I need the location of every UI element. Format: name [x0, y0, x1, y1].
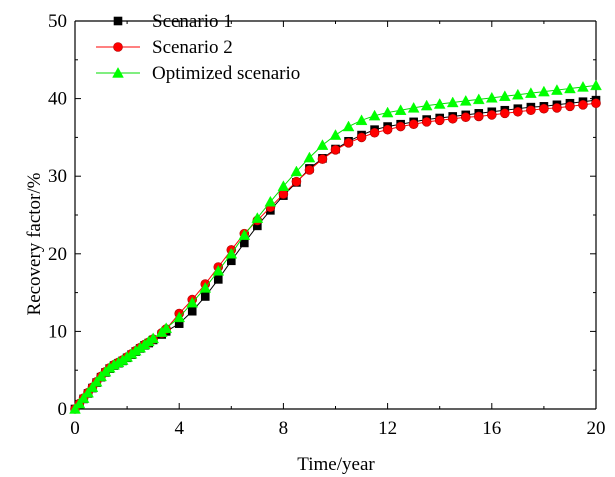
data-point — [500, 108, 510, 119]
data-point — [342, 120, 355, 132]
y-tick-label: 10 — [48, 321, 67, 342]
data-point — [277, 180, 290, 191]
data-point — [433, 98, 446, 109]
series-3 — [69, 79, 602, 414]
data-point — [355, 114, 368, 126]
data-point — [86, 381, 99, 392]
data-point — [147, 332, 159, 344]
data-point — [369, 127, 380, 138]
data-point — [498, 90, 511, 101]
x-tick-label: 4 — [174, 418, 184, 439]
data-point — [160, 322, 173, 333]
data-point — [395, 121, 406, 132]
y-tick-label: 50 — [48, 11, 67, 32]
x-tick-label: 16 — [482, 418, 501, 439]
data-point — [526, 105, 536, 116]
data-point — [291, 176, 302, 187]
data-point — [329, 129, 342, 140]
data-point — [264, 195, 277, 207]
data-point — [578, 100, 588, 110]
data-point — [407, 101, 420, 113]
y-tick-label: 20 — [48, 244, 67, 265]
data-point — [564, 82, 576, 94]
data-point — [186, 296, 199, 308]
data-point — [69, 403, 81, 414]
legend-label: Optimized scenario — [152, 63, 300, 84]
y-tick-label: 0 — [58, 399, 68, 420]
x-tick-label: 8 — [279, 418, 289, 439]
data-point — [513, 106, 523, 117]
data-point — [447, 113, 458, 124]
data-point — [394, 104, 407, 115]
data-point — [382, 124, 393, 135]
data-point — [512, 88, 524, 100]
legend-entry-1: Scenario 1 — [96, 11, 233, 32]
data-point — [316, 139, 329, 150]
data-point — [552, 103, 562, 113]
data-point — [420, 99, 433, 111]
y-tick-label: 30 — [48, 166, 67, 187]
data-point — [199, 282, 212, 293]
data-point — [473, 111, 484, 122]
data-point — [317, 154, 328, 164]
data-point — [343, 138, 354, 148]
data-point — [251, 212, 264, 223]
data-point — [368, 109, 381, 121]
legend-marker — [112, 67, 124, 78]
data-point — [539, 103, 549, 114]
data-point — [551, 84, 563, 95]
data-point — [238, 229, 251, 240]
data-point — [421, 117, 432, 127]
data-point — [240, 238, 249, 248]
legend-entry-3: Optimized scenario — [96, 63, 300, 84]
data-point — [73, 397, 86, 409]
series-group — [69, 79, 602, 414]
legend-marker — [113, 16, 123, 26]
legend-label: Scenario 2 — [152, 37, 233, 58]
data-point — [525, 87, 537, 98]
legend: Scenario 1 Scenario 2 Optimized scenario — [96, 11, 300, 84]
data-point — [225, 247, 238, 259]
data-point — [304, 165, 315, 175]
legend-entry-2: Scenario 2 — [96, 37, 233, 58]
legend-label: Scenario 1 — [152, 11, 233, 32]
data-point — [434, 115, 445, 126]
series-2 — [70, 98, 601, 414]
data-point — [590, 79, 602, 91]
x-axis-title: Time/year — [297, 454, 375, 475]
data-point — [577, 81, 589, 92]
data-point — [446, 96, 459, 108]
data-point — [213, 275, 223, 284]
data-point — [356, 132, 367, 143]
data-point — [90, 375, 103, 387]
x-tick-label: 12 — [378, 418, 397, 439]
data-point — [173, 311, 186, 323]
data-point — [290, 165, 303, 177]
series-1 — [70, 95, 601, 414]
data-point — [591, 98, 601, 109]
data-point — [485, 91, 498, 103]
data-point — [212, 264, 225, 276]
data-point — [408, 119, 419, 130]
data-point — [82, 386, 94, 398]
data-point — [303, 151, 316, 163]
y-axis-title: Recovery factor/% — [24, 172, 45, 315]
data-point — [187, 306, 197, 316]
data-point — [77, 392, 90, 403]
data-point — [459, 95, 472, 106]
data-point — [200, 292, 210, 301]
axes: 0 4 8 12 16 20 0 10 20 30 40 50 — [48, 11, 606, 439]
x-tick-label: 20 — [587, 418, 606, 439]
data-point — [460, 112, 471, 123]
data-point — [565, 101, 575, 112]
legend-marker — [113, 42, 123, 52]
y-tick-label: 40 — [48, 89, 67, 110]
data-point — [330, 145, 341, 155]
data-point — [538, 85, 550, 97]
data-point — [472, 93, 485, 105]
data-point — [486, 110, 497, 120]
x-tick-label: 0 — [70, 418, 80, 439]
data-point — [381, 106, 394, 118]
